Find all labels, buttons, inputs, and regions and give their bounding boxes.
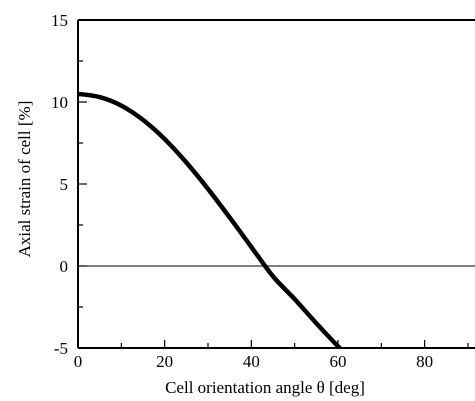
x-tick-label: 60 (330, 352, 347, 371)
y-tick-label: 10 (51, 93, 68, 112)
axes (77, 19, 475, 349)
curve-layer (78, 91, 343, 348)
x-tick-label: 0 (74, 352, 83, 371)
series-line-0 (78, 91, 343, 348)
y-tick-label: -5 (54, 339, 68, 358)
x-tick-label: 80 (416, 352, 433, 371)
x-tick-label: 20 (156, 352, 173, 371)
y-tick-label: 5 (60, 175, 69, 194)
x-axis-label: Cell orientation angle θ [deg] (165, 378, 365, 397)
y-tick-label: 15 (51, 11, 68, 30)
y-axis-label: Axial strain of cell [%] (15, 101, 34, 258)
x-tick-label: 40 (243, 352, 260, 371)
labels: 0 20 40 60 80 15 10 5 0 -5 Cell orientation angle … (15, 11, 433, 397)
y-tick-label: 0 (60, 257, 69, 276)
